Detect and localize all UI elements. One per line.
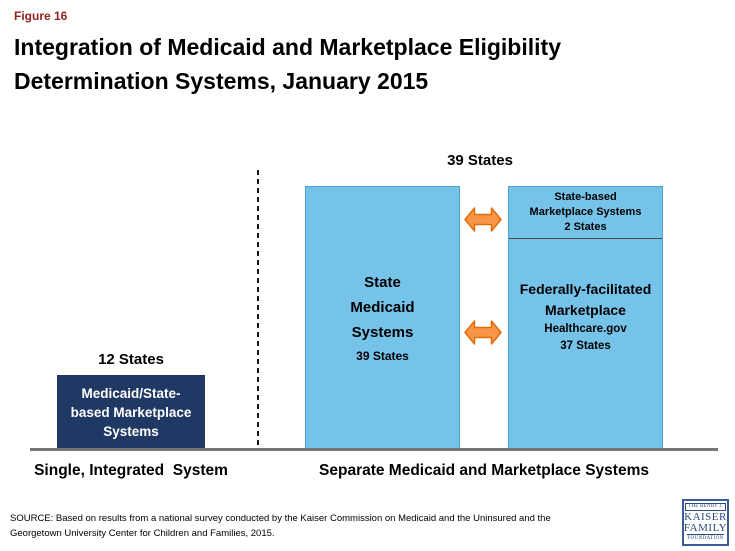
figure-title-line2: Determination Systems, January 2015 xyxy=(14,68,429,94)
category-label-separate-systems: Separate Medicaid and Marketplace System… xyxy=(319,462,649,479)
ffm-states-count: 37 States xyxy=(560,339,611,352)
category-label-single-integrated: Single, Integrated System xyxy=(34,462,228,479)
navy-box-line1: Medicaid/State- xyxy=(81,385,181,401)
ffm-healthcare-gov: Healthcare.gov xyxy=(544,322,627,335)
figure-number: Figure 16 xyxy=(14,9,68,23)
medicaid-box-line3: Systems xyxy=(351,324,414,341)
logo-foundation: FOUNDATION xyxy=(687,534,724,541)
navy-box-line2: based Marketplace xyxy=(70,404,192,420)
ffm-title-line2: Marketplace xyxy=(545,301,626,318)
source-note-line1: SOURCE: Based on results from a national… xyxy=(10,513,551,524)
marketplace-systems-box: State-based Marketplace Systems 2 States… xyxy=(508,186,663,450)
figure-title-line1: Integration of Medicaid and Marketplace … xyxy=(14,34,561,60)
single-system-count-label: 12 States xyxy=(98,351,164,368)
separate-systems-count-label: 39 States xyxy=(447,152,513,169)
logo-kaiser: KAISER xyxy=(684,511,727,523)
source-note: SOURCE: Based on results from a national… xyxy=(10,511,675,541)
figure-title: Integration of Medicaid and Marketplace … xyxy=(14,30,719,98)
logo-the-henry-j: THE HENRY J. xyxy=(685,503,726,511)
source-note-line2: Georgetown University Center for Childre… xyxy=(10,528,275,539)
logo-family: FAMILY xyxy=(683,521,728,534)
medicaid-box-line1: State xyxy=(364,274,401,291)
medicaid-box-states-count: 39 States xyxy=(356,349,409,363)
axis-baseline xyxy=(30,448,718,451)
state-medicaid-systems-box: State Medicaid Systems 39 States xyxy=(305,186,460,450)
kaiser-family-foundation-logo: THE HENRY J. KAISER FAMILY FOUNDATION xyxy=(682,499,729,546)
ffm-title-line1: Federally-facilitated xyxy=(519,280,652,297)
navy-box-line3: Systems xyxy=(103,423,159,439)
medicaid-box-line2: Medicaid xyxy=(350,299,415,316)
sbm-line2: Marketplace Systems xyxy=(529,206,642,218)
double-arrow-icon xyxy=(464,207,502,232)
dashed-divider-line xyxy=(257,170,259,450)
federally-facilitated-marketplace-section: Federally-facilitated Marketplace Health… xyxy=(509,239,662,449)
state-based-marketplace-section: State-based Marketplace Systems 2 States xyxy=(509,187,662,239)
double-arrow-icon xyxy=(464,320,502,345)
sbm-line1: State-based xyxy=(554,191,617,203)
medicaid-state-based-marketplace-box: Medicaid/State- based Marketplace System… xyxy=(57,375,205,449)
sbm-states-count: 2 States xyxy=(564,221,607,233)
